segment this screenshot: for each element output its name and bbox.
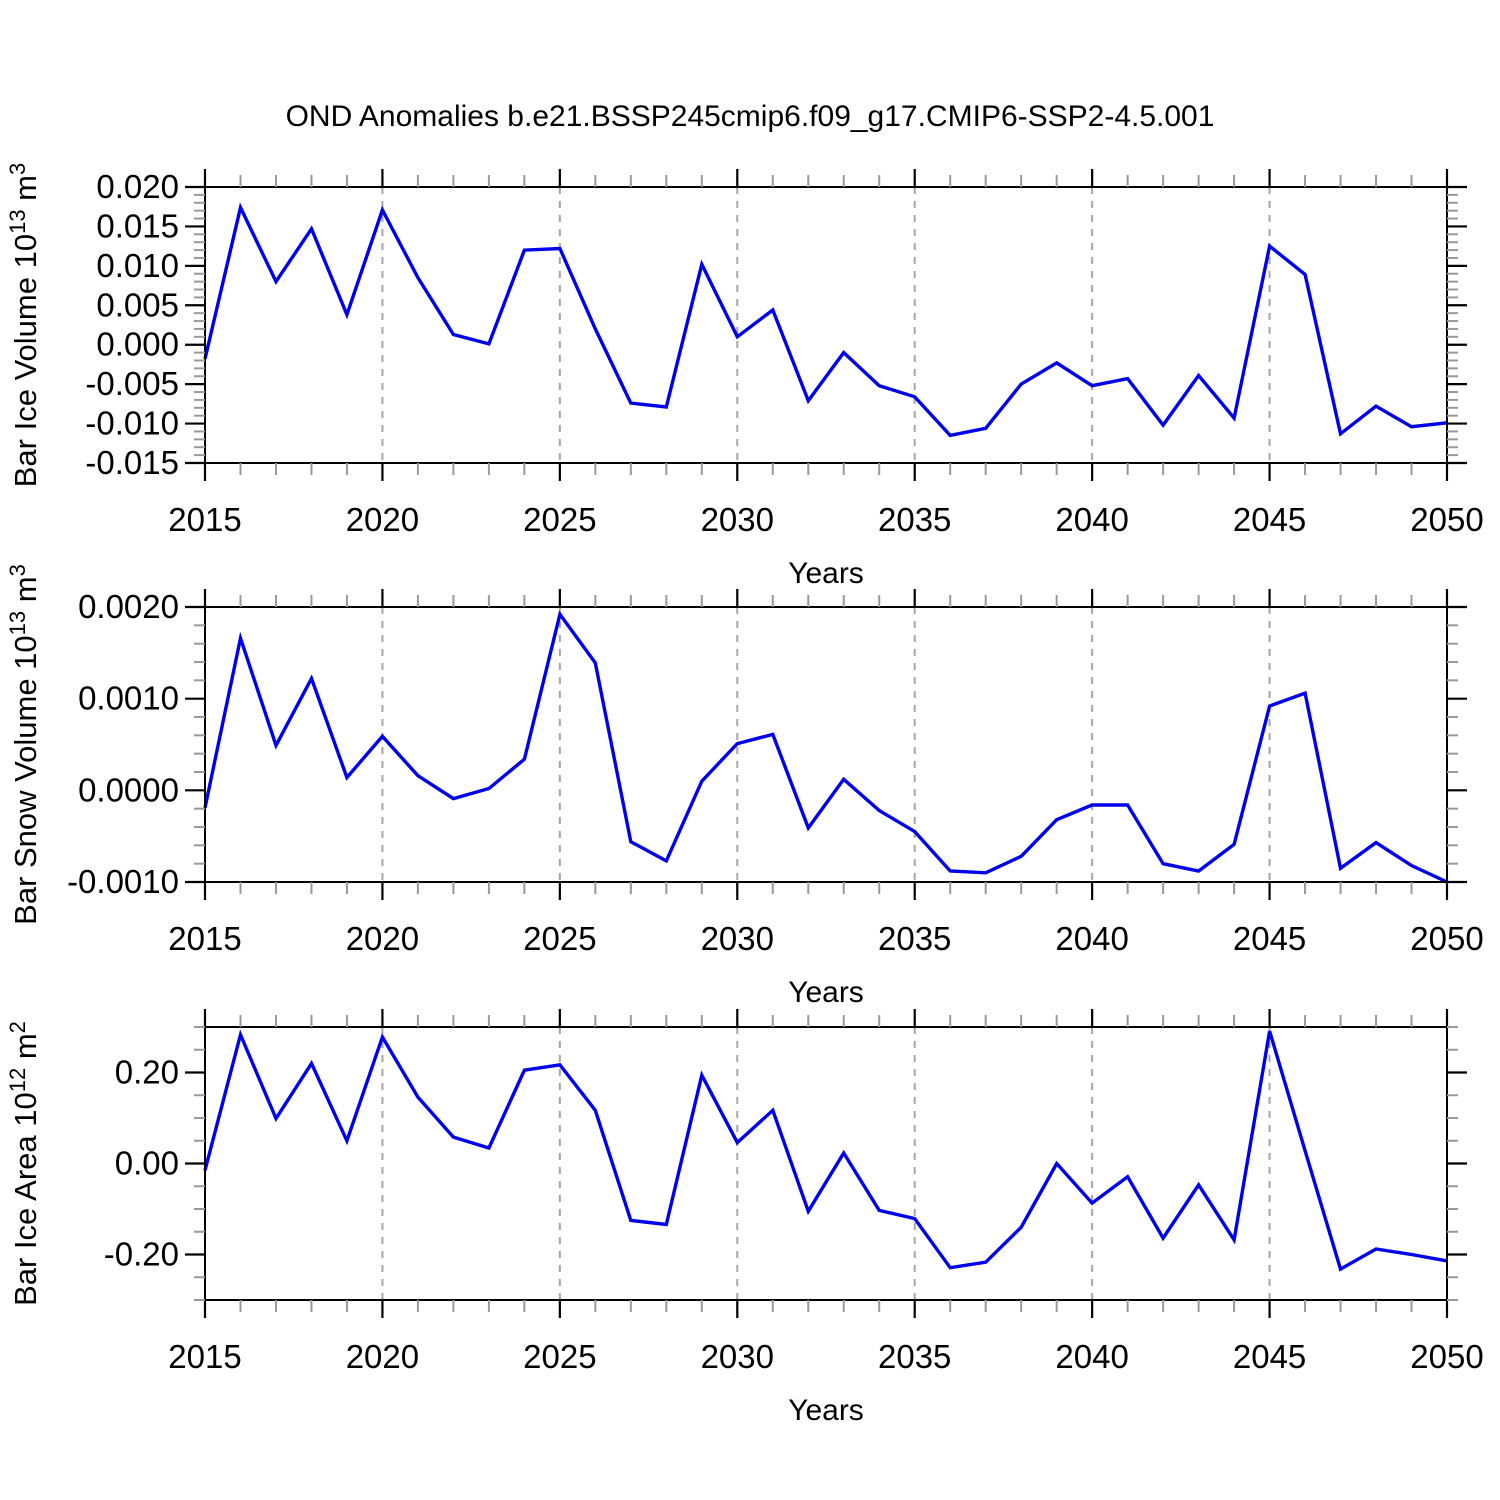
y-tick-label: 0.010 — [96, 247, 179, 284]
x-axis-title: Years — [788, 1394, 864, 1427]
y-tick-label: -0.010 — [85, 405, 179, 442]
gridlines — [381, 187, 1271, 463]
x-axis-title: Years — [788, 976, 864, 1009]
y-tick-label: 0.0000 — [78, 771, 179, 808]
data-line-bar-ice-volume — [203, 202, 1448, 438]
panel-bar-ice-volume: 0.0200.0150.0100.0050.000-0.005-0.010-0.… — [5, 163, 1484, 590]
x-tick-label: 2030 — [701, 501, 774, 538]
x-tick-label: 2015 — [168, 920, 241, 957]
x-tick-label: 2030 — [701, 920, 774, 957]
y-tick-label: -0.005 — [85, 365, 179, 402]
x-tick-label: 2040 — [1055, 920, 1128, 957]
x-tick-label: 2040 — [1055, 1338, 1128, 1375]
gridlines — [381, 1027, 1271, 1300]
y-ticks — [185, 605, 1467, 884]
gridlines — [381, 607, 1271, 882]
x-ticks — [203, 589, 1449, 900]
y-tick-label: 0.00 — [115, 1145, 179, 1182]
x-tick-label: 2030 — [701, 1338, 774, 1375]
x-tick-label: 2015 — [168, 1338, 241, 1375]
x-tick-label: 2045 — [1233, 1338, 1306, 1375]
y-axis-title: Bar Ice Area 1012 m2 — [5, 1021, 43, 1306]
x-tick-label: 2015 — [168, 501, 241, 538]
data-line-bar-snow-volume — [203, 610, 1448, 884]
y-ticks — [185, 1026, 1467, 1301]
y-tick-label: -0.015 — [85, 444, 179, 481]
x-tick-label: 2050 — [1410, 1338, 1483, 1375]
y-tick-label: 0.0010 — [78, 680, 179, 717]
panel-bar-snow-volume: 0.0020 0.0010 0.0000 -0.0010 2015 2020 2025 203… — [5, 564, 1484, 1009]
x-tick-label: 2025 — [523, 920, 596, 957]
x-tick-label: 2035 — [878, 501, 951, 538]
x-tick-label: 2025 — [523, 501, 596, 538]
x-tick-label: 2045 — [1233, 501, 1306, 538]
y-axis-title: Bar Ice Volume 1013 m3 — [5, 163, 43, 488]
y-axis-title: Bar Snow Volume 1013 m3 — [5, 564, 43, 925]
y-tick-label: -0.20 — [104, 1236, 179, 1273]
x-tick-label: 2040 — [1055, 501, 1128, 538]
y-ticks — [185, 185, 1467, 465]
x-tick-label: 2020 — [346, 501, 419, 538]
y-tick-label: 0.000 — [96, 326, 179, 363]
x-axis-title: Years — [788, 557, 864, 590]
y-tick-label: 0.005 — [96, 286, 179, 323]
y-tick-label: 0.020 — [96, 168, 179, 205]
x-tick-label: 2050 — [1410, 501, 1483, 538]
figure-title: OND Anomalies b.e21.BSSP245cmip6.f09_g17… — [285, 100, 1215, 133]
x-tick-label: 2025 — [523, 1338, 596, 1375]
y-tick-label: 0.015 — [96, 207, 179, 244]
plot-frame — [204, 186, 1448, 464]
plot-frame — [204, 1026, 1448, 1301]
y-tick-label: 0.0020 — [78, 588, 179, 625]
x-tick-label: 2050 — [1410, 920, 1483, 957]
x-tick-label: 2035 — [878, 1338, 951, 1375]
x-ticks — [203, 1009, 1449, 1318]
plot-frame — [204, 606, 1448, 883]
x-tick-label: 2045 — [1233, 920, 1306, 957]
x-ticks — [203, 169, 1449, 481]
x-tick-label: 2020 — [346, 1338, 419, 1375]
panel-bar-ice-area: 0.20 0.00 -0.20 2015 2020 2025 2030 2035 2040 204… — [5, 1009, 1484, 1427]
data-line-bar-ice-area — [203, 1029, 1448, 1272]
x-tick-label: 2035 — [878, 920, 951, 957]
y-tick-label: -0.0010 — [67, 863, 179, 900]
x-tick-label: 2020 — [346, 920, 419, 957]
y-tick-label: 0.20 — [115, 1054, 179, 1091]
